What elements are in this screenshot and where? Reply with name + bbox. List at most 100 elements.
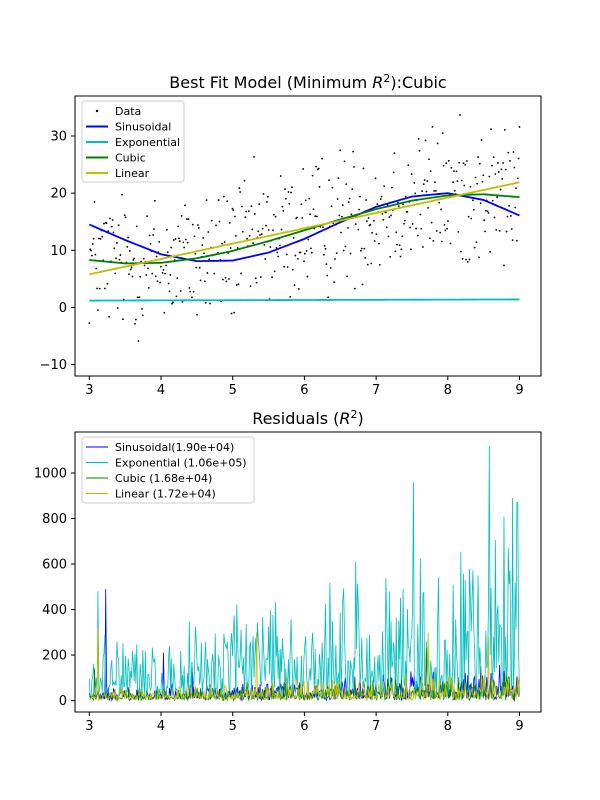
data-point bbox=[167, 282, 170, 285]
data-point bbox=[130, 266, 133, 269]
data-point bbox=[486, 210, 489, 213]
data-point bbox=[324, 247, 327, 250]
data-point bbox=[449, 242, 452, 245]
data-point bbox=[325, 263, 328, 266]
data-point bbox=[161, 271, 164, 274]
data-point bbox=[506, 215, 509, 218]
data-point bbox=[398, 244, 401, 247]
data-point bbox=[146, 215, 148, 218]
data-point bbox=[354, 223, 357, 226]
data-point bbox=[281, 205, 284, 208]
data-point bbox=[109, 217, 111, 220]
data-point bbox=[507, 151, 510, 154]
data-point bbox=[497, 162, 499, 164]
data-point bbox=[291, 268, 294, 271]
data-point bbox=[422, 246, 424, 248]
data-point bbox=[291, 186, 293, 189]
data-point bbox=[159, 281, 161, 284]
data-point bbox=[491, 164, 493, 167]
data-point bbox=[293, 284, 296, 287]
fit-line-cubic bbox=[89, 193, 520, 265]
data-point bbox=[131, 275, 134, 278]
data-point bbox=[121, 193, 123, 196]
data-point bbox=[103, 287, 106, 290]
data-point bbox=[103, 222, 105, 225]
data-point bbox=[415, 227, 417, 230]
legend-label-linear: Linear bbox=[115, 167, 150, 180]
data-point bbox=[494, 173, 497, 175]
data-point bbox=[479, 202, 482, 205]
residual-line-linear bbox=[89, 627, 520, 702]
data-point bbox=[187, 218, 190, 220]
data-point bbox=[228, 221, 231, 224]
data-point bbox=[376, 203, 379, 206]
data-point bbox=[97, 309, 99, 312]
data-point bbox=[475, 241, 478, 244]
data-point bbox=[115, 257, 117, 260]
data-point bbox=[217, 199, 220, 201]
data-point bbox=[101, 235, 104, 238]
data-point bbox=[278, 244, 281, 247]
data-point bbox=[335, 252, 338, 255]
data-point bbox=[300, 203, 303, 206]
data-point bbox=[183, 246, 186, 249]
data-point bbox=[316, 215, 318, 218]
data-point bbox=[397, 205, 400, 207]
data-point bbox=[456, 180, 459, 183]
data-point bbox=[360, 247, 363, 250]
data-point bbox=[188, 287, 191, 289]
data-point bbox=[114, 272, 117, 275]
data-point bbox=[254, 277, 257, 280]
data-point bbox=[133, 257, 136, 260]
data-point bbox=[413, 182, 416, 184]
data-point bbox=[299, 251, 302, 254]
data-point bbox=[246, 237, 248, 240]
data-point bbox=[358, 208, 361, 211]
data-point bbox=[215, 224, 217, 227]
data-point bbox=[353, 287, 356, 290]
data-point bbox=[378, 242, 380, 245]
data-point bbox=[181, 300, 184, 303]
data-point bbox=[294, 254, 297, 257]
data-point bbox=[436, 142, 439, 145]
data-point bbox=[288, 202, 291, 205]
data-point bbox=[478, 256, 480, 259]
data-point bbox=[88, 322, 91, 324]
data-point bbox=[195, 266, 198, 269]
data-point bbox=[389, 255, 392, 258]
data-point bbox=[222, 278, 224, 281]
data-point bbox=[382, 219, 385, 221]
data-point bbox=[152, 234, 155, 236]
data-point bbox=[169, 274, 172, 276]
data-point bbox=[447, 159, 450, 162]
data-point bbox=[229, 247, 232, 249]
data-point bbox=[110, 225, 113, 228]
data-point bbox=[446, 227, 448, 230]
data-point bbox=[180, 214, 183, 217]
fit-chart-x-tick-label: 3 bbox=[85, 383, 93, 398]
data-point bbox=[303, 260, 305, 263]
data-point bbox=[463, 184, 466, 187]
data-point bbox=[432, 239, 435, 242]
data-point bbox=[203, 280, 206, 283]
data-point bbox=[266, 195, 269, 198]
data-point bbox=[251, 228, 254, 231]
data-point bbox=[512, 151, 515, 153]
data-point bbox=[107, 230, 110, 233]
data-point bbox=[326, 274, 329, 277]
data-point bbox=[331, 186, 334, 189]
data-point bbox=[136, 296, 139, 299]
data-point bbox=[304, 199, 307, 202]
data-point bbox=[425, 190, 428, 193]
data-point bbox=[347, 226, 349, 229]
data-point bbox=[502, 162, 505, 164]
data-point bbox=[272, 229, 274, 232]
data-point bbox=[129, 268, 132, 271]
data-point bbox=[134, 322, 136, 325]
legend-marker-data bbox=[95, 109, 99, 113]
data-point bbox=[453, 190, 456, 192]
data-point bbox=[163, 311, 166, 314]
data-point bbox=[204, 302, 207, 304]
data-point bbox=[504, 168, 507, 171]
data-point bbox=[192, 290, 195, 293]
